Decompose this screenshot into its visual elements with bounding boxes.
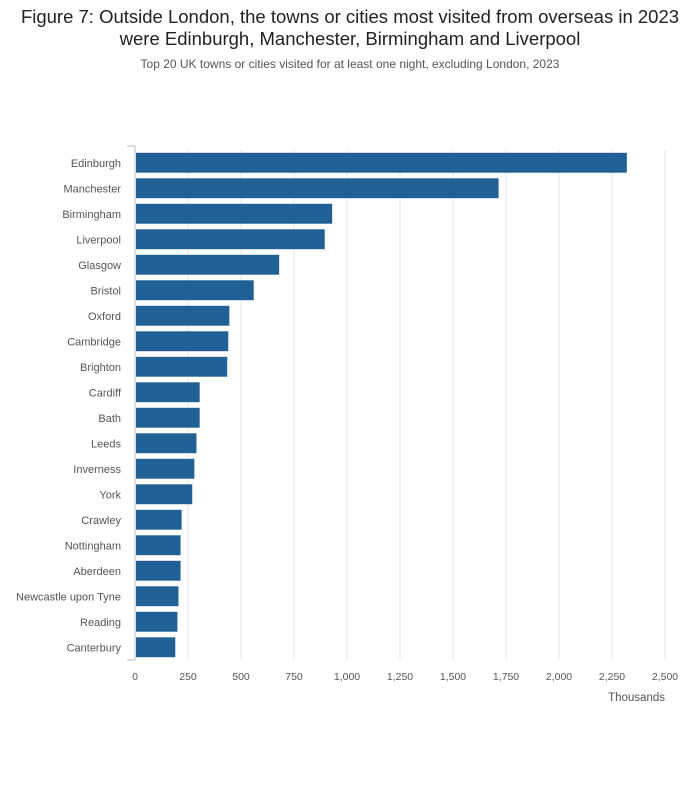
category-label: Cambridge: [67, 336, 121, 348]
category-label: Bath: [98, 413, 121, 425]
category-label: Newcastle upon Tyne: [16, 591, 121, 603]
bar: [136, 484, 193, 505]
bars: [136, 152, 627, 658]
x-tick-label: 1,750: [493, 671, 519, 683]
bar: [136, 458, 195, 479]
x-tick-label: 0: [132, 671, 138, 683]
bar: [136, 560, 181, 581]
bar: [136, 611, 178, 632]
x-tick-label: 2,000: [546, 671, 572, 683]
chart-subtitle: Top 20 UK towns or cities visited for at…: [140, 57, 560, 71]
category-label: Birmingham: [62, 209, 121, 221]
axes: 0 250 500 750 1,000 1,250 1,500 1,750 2,000 2,250…: [16, 145, 678, 683]
bar: [136, 382, 200, 403]
category-label: Brighton: [80, 362, 121, 374]
chart-title: Figure 7: Outside London, the towns or c…: [20, 6, 680, 49]
bar: [136, 229, 325, 250]
category-label: Edinburgh: [71, 158, 121, 170]
category-label: Nottingham: [65, 540, 121, 552]
gridlines: [187, 150, 666, 660]
x-tick-label: 1,500: [440, 671, 466, 683]
bar: [136, 356, 228, 377]
bar: [136, 331, 229, 352]
category-label: Manchester: [64, 183, 122, 195]
category-label: Bristol: [90, 285, 121, 297]
x-tick-label: 2,500: [652, 671, 678, 683]
bar: [136, 152, 627, 173]
x-tick-label: 1,250: [387, 671, 413, 683]
x-tick-label: 500: [232, 671, 250, 683]
bar: [136, 280, 254, 301]
bar: [136, 586, 179, 607]
bar: [136, 509, 182, 530]
bar: [136, 535, 181, 556]
category-label: Liverpool: [76, 234, 121, 246]
bar: [136, 254, 280, 275]
category-label: Leeds: [91, 438, 121, 450]
bar: [136, 305, 230, 326]
category-label: Oxford: [88, 311, 121, 323]
bar: [136, 407, 200, 428]
bar: [136, 433, 197, 454]
x-tick-label: 750: [285, 671, 303, 683]
category-label: Glasgow: [78, 260, 121, 272]
bar: [136, 637, 176, 658]
bar: [136, 178, 499, 199]
category-label: Cardiff: [89, 387, 122, 399]
category-label: Canterbury: [67, 642, 122, 654]
category-label: Inverness: [73, 464, 121, 476]
category-label: York: [99, 489, 121, 501]
x-tick-label: 2,250: [599, 671, 625, 683]
category-label: Crawley: [81, 515, 121, 527]
x-axis-unit-label: Thousands: [608, 692, 665, 704]
x-tick-label: 1,000: [334, 671, 360, 683]
category-label: Reading: [80, 617, 121, 629]
category-label: Aberdeen: [73, 566, 121, 578]
x-tick-label: 250: [179, 671, 197, 683]
bar: [136, 203, 333, 224]
